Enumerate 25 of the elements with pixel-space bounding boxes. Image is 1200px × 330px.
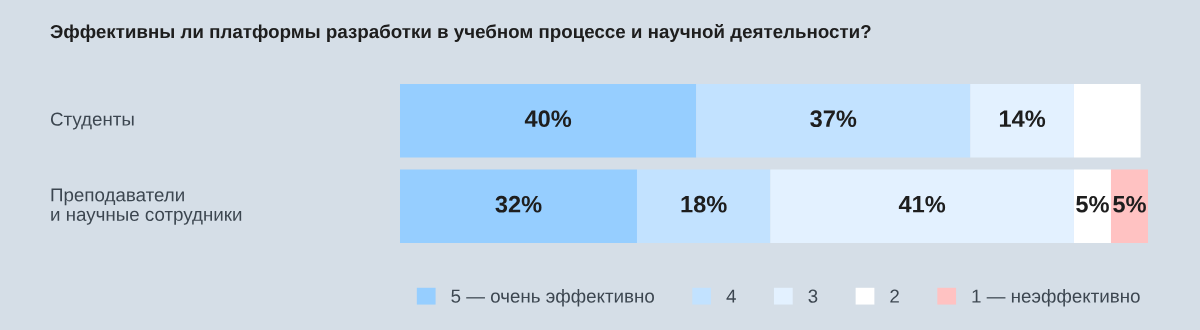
y-tick-label: Преподаватели и научные сотрудники — [51, 188, 242, 225]
bar — [1073, 169, 1111, 244]
bar — [970, 83, 1074, 158]
data-label: 5% — [1076, 195, 1109, 213]
legend-label: 2 — [890, 289, 899, 303]
data-label: 37% — [810, 110, 857, 128]
bar — [1110, 169, 1148, 244]
data-label: 32% — [495, 195, 542, 213]
data-label: 5% — [1113, 195, 1146, 213]
chart-title: Эффективны ли платформы разработки в учебном процессе и научной деятельности? — [50, 24, 871, 42]
bar — [696, 83, 971, 158]
legend-label: 4 — [726, 289, 736, 303]
bar — [636, 169, 771, 244]
y-tick-label: Студенты — [50, 112, 134, 130]
bar — [400, 83, 697, 158]
legend-label: 1 — неэффективно — [972, 289, 1140, 307]
bar — [400, 169, 637, 244]
data-label: 40% — [524, 110, 572, 128]
legend-label: 3 — [808, 289, 818, 303]
legend-label: 5 — очень эффективно — [451, 289, 654, 307]
data-label: 14% — [999, 110, 1046, 128]
bar — [770, 169, 1074, 244]
data-label: 18% — [681, 195, 727, 213]
data-label: 41% — [898, 195, 946, 213]
bar — [1073, 83, 1141, 158]
